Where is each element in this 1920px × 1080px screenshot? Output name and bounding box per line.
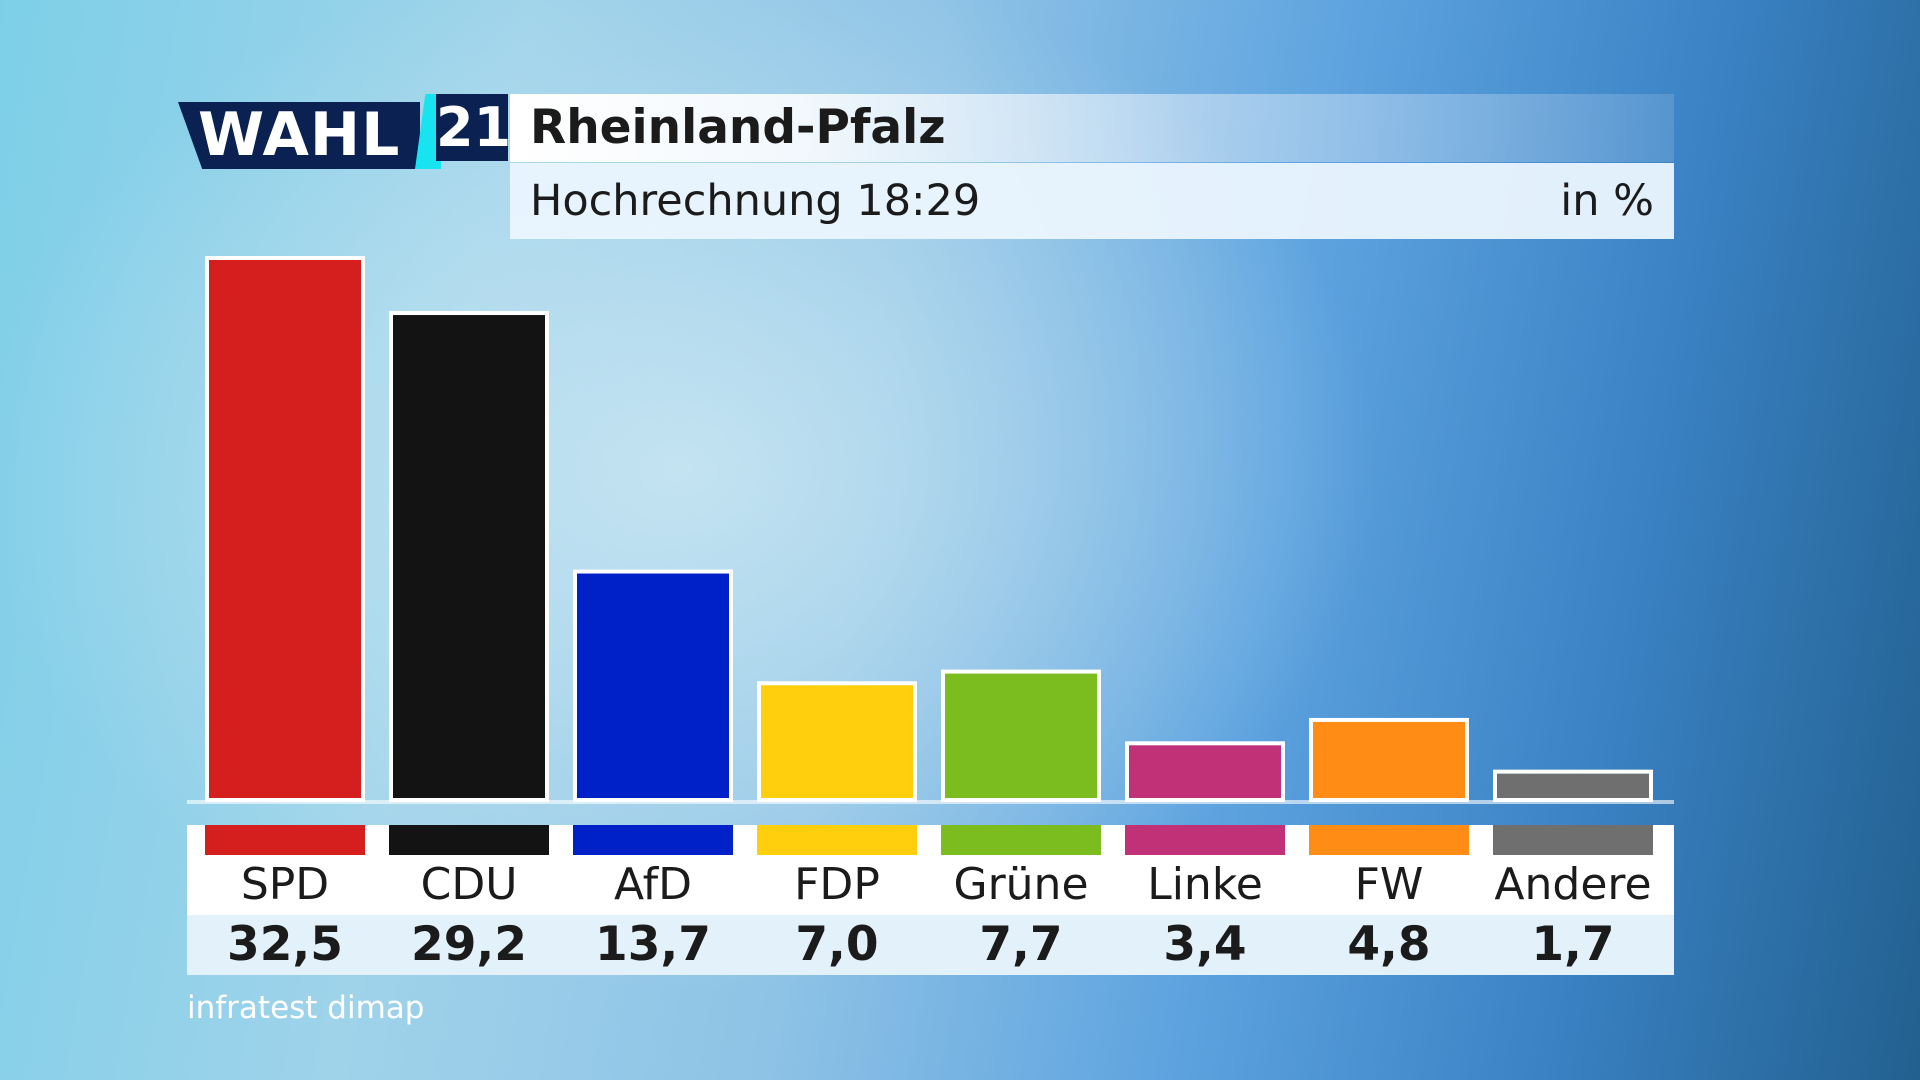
party-value-label: 32,5: [227, 917, 343, 972]
bar-fdp: [757, 681, 917, 802]
party-value-label: 7,0: [795, 917, 879, 972]
party-value-row: [187, 915, 1674, 975]
party-color-swatch: [389, 825, 549, 855]
party-value-label: 29,2: [411, 917, 527, 972]
chart-subtitle: Hochrechnung 18:29: [530, 176, 981, 226]
bar-linke: [1125, 741, 1285, 802]
title-bar: Rheinland-Pfalz: [510, 94, 1674, 162]
party-name-label: FDP: [794, 859, 880, 910]
party-name-label: Linke: [1147, 859, 1263, 910]
bar-spd: [205, 256, 365, 802]
bar-grüne: [941, 669, 1101, 803]
party-name-label: SPD: [240, 859, 330, 910]
legend-column: SPD 32,5: [205, 825, 365, 975]
subtitle-bar: Hochrechnung 18:29 in %: [510, 163, 1674, 239]
legend-column: FDP 7,0: [757, 825, 917, 975]
unit-label: in %: [1560, 176, 1654, 226]
source-credit: infratest dimap: [187, 990, 425, 1026]
legend-column: AfD 13,7: [573, 825, 733, 975]
party-color-swatch: [573, 825, 733, 855]
party-value-label: 7,7: [979, 917, 1063, 972]
party-value-label: 3,4: [1163, 917, 1247, 972]
party-value-label: 1,7: [1531, 917, 1615, 972]
logo-number: 21: [436, 94, 512, 161]
legend-column: FW 4,8: [1309, 825, 1469, 975]
party-color-swatch: [1309, 825, 1469, 855]
bar-andere: [1493, 769, 1653, 802]
legend-column: Grüne 7,7: [941, 825, 1101, 975]
legend-column: CDU 29,2: [389, 825, 549, 975]
chart-title: Rheinland-Pfalz: [530, 100, 946, 155]
party-color-swatch: [205, 825, 365, 855]
party-name-label: FW: [1354, 859, 1424, 910]
party-color-swatch: [941, 825, 1101, 855]
bar-afd: [573, 569, 733, 803]
party-color-swatch: [1125, 825, 1285, 855]
bar-cdu: [389, 311, 549, 802]
legend-column: Andere 1,7: [1493, 825, 1653, 975]
logo-word: WAHL: [178, 102, 420, 169]
party-name-label: Grüne: [953, 859, 1089, 910]
party-name-label: Andere: [1494, 859, 1652, 910]
party-value-label: 4,8: [1347, 917, 1431, 972]
party-color-swatch: [757, 825, 917, 855]
party-name-label: AfD: [614, 859, 692, 910]
chart-baseline: [187, 800, 1674, 804]
party-color-swatch: [1493, 825, 1653, 855]
party-name-label: CDU: [420, 859, 518, 910]
bar-fw: [1309, 717, 1469, 802]
results-table: SPD 32,5 CDU 29,2 AfD 13,7 FDP 7,0 Grüne 7,7 Linke…: [187, 825, 1674, 975]
party-value-label: 13,7: [595, 917, 711, 972]
legend-column: Linke 3,4: [1125, 825, 1285, 975]
